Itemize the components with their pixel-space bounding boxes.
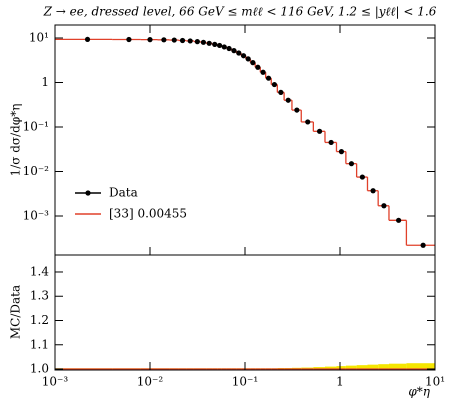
y-tick-label: 10⁻²: [23, 164, 50, 178]
data-point: [194, 39, 200, 45]
data-point: [260, 69, 266, 75]
ratio-plot: [55, 363, 435, 370]
data-point: [147, 37, 153, 43]
data-point: [338, 149, 345, 155]
data-point: [200, 39, 207, 45]
data-point: [370, 188, 376, 194]
ratio-y-tick-label: 1.1: [30, 337, 49, 351]
data-point: [294, 107, 300, 113]
data-point: [305, 119, 311, 125]
ratio-y-tick-label: 1.0: [30, 362, 49, 376]
ratio-band: [388, 363, 407, 370]
data-point: [171, 37, 177, 43]
data-point: [221, 44, 227, 50]
ratio-band: [406, 363, 435, 370]
ratio-y-tick-label: 1.2: [30, 313, 49, 327]
ratio-band: [336, 366, 346, 370]
data-point: [212, 41, 218, 47]
main-frame: [54, 24, 436, 256]
data-point: [187, 38, 193, 44]
data-point: [255, 64, 261, 70]
data-point: [206, 40, 212, 46]
y-tick-label: 10⁻³: [23, 209, 50, 223]
ratio-band: [367, 364, 379, 370]
data-point: [126, 36, 132, 43]
data-point: [179, 37, 186, 44]
data-point: [271, 81, 278, 88]
data-point: [161, 37, 167, 43]
x-tick-label: 1: [336, 375, 344, 389]
data-point: [328, 139, 334, 146]
data-point: [216, 42, 223, 49]
ratio-band: [378, 364, 389, 370]
ratio-band: [324, 366, 337, 370]
legend-marker: [85, 190, 91, 196]
ratio-band: [345, 365, 357, 370]
data-point: [236, 50, 242, 56]
y-tick-label: 1: [41, 75, 49, 89]
data-point: [420, 242, 426, 248]
ratio-y-tick-label: 1.3: [30, 289, 49, 303]
ratio-y-axis-label: MC/Data: [9, 285, 23, 339]
data-point: [245, 56, 251, 62]
data-point: [316, 128, 323, 134]
x-tick-label: 10⁻³: [42, 375, 69, 389]
data-point: [231, 48, 237, 54]
data-point: [348, 161, 355, 167]
y-axis-label: 1/σ dσ/dφ*η: [9, 104, 23, 177]
legend-label: Data: [109, 186, 138, 200]
data-point: [226, 45, 232, 52]
ratio-band: [356, 365, 368, 370]
chart-title: Z → ee, dressed level, 66 GeV ≤ mℓℓ < 11…: [43, 5, 437, 19]
main-plot: [55, 36, 435, 248]
data-point: [265, 75, 272, 81]
data-point: [240, 53, 247, 59]
y-tick-label: 10⁻¹: [23, 120, 49, 134]
legend-label: [33] 0.00455: [109, 207, 187, 221]
data-point: [84, 36, 91, 43]
data-point: [396, 217, 402, 223]
data-point: [359, 174, 365, 180]
x-tick-label: 10¹: [425, 375, 445, 389]
x-axis-label: φ*η: [408, 385, 430, 399]
ratio-y-tick-label: 1.4: [30, 264, 49, 278]
x-tick-label: 10⁻¹: [232, 375, 258, 389]
ratio-frame: [54, 254, 436, 371]
data-point: [285, 97, 291, 103]
data-point: [250, 60, 256, 66]
x-tick-label: 10⁻²: [137, 375, 164, 389]
data-point: [278, 89, 284, 95]
data-point: [381, 203, 387, 209]
y-tick-label: 10¹: [29, 31, 49, 45]
